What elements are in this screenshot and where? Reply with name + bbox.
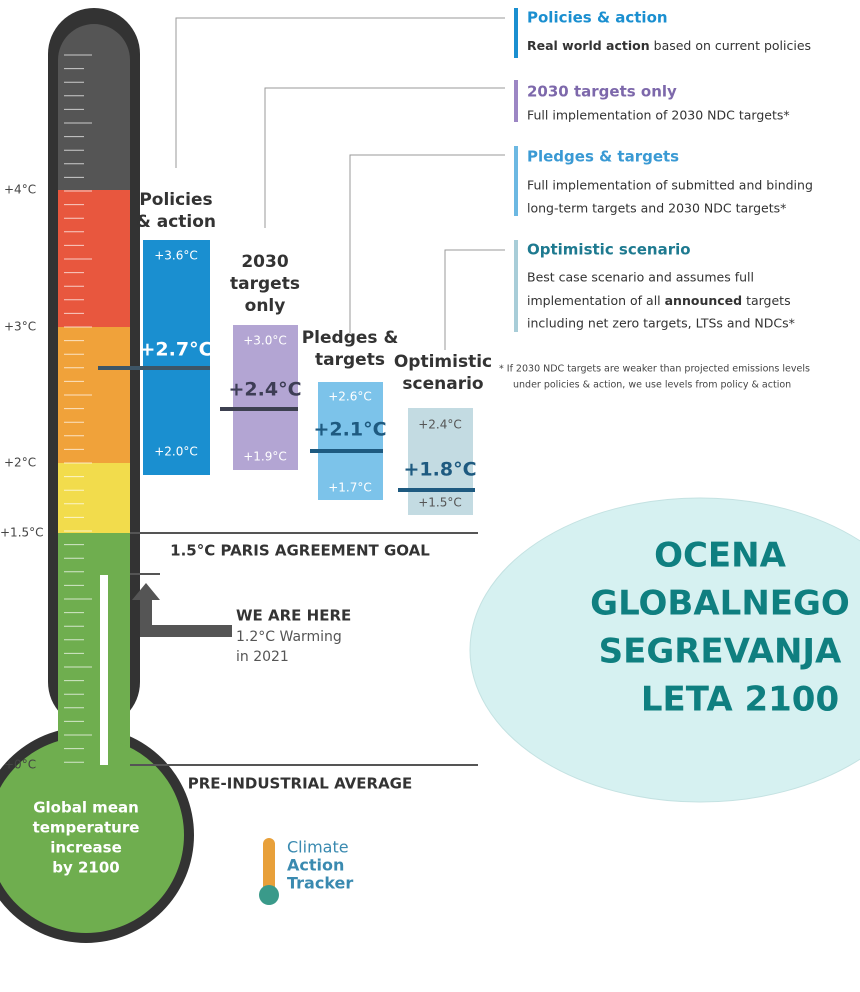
scenario-title: only xyxy=(245,296,286,316)
scale-label: +2°C xyxy=(4,456,36,470)
legend-marker xyxy=(514,240,518,332)
logo: Climate Action Tracker xyxy=(259,838,353,906)
goal-label: 1.5°C PARIS AGREEMENT GOAL xyxy=(170,542,430,560)
bulb-text: temperature xyxy=(33,819,140,837)
legend-desc: Real world action based on current polic… xyxy=(527,38,811,53)
logo-text: Climate xyxy=(287,838,349,857)
legend-title: Optimistic scenario xyxy=(527,241,691,259)
baseline-label: PRE-INDUSTRIAL AVERAGE xyxy=(188,775,413,793)
scenario-title: scenario xyxy=(402,374,483,394)
legend-desc: including net zero targets, LTSs and NDC… xyxy=(527,316,795,331)
scale-label: +4°C xyxy=(4,183,36,197)
footnote: * If 2030 NDC targets are weaker than pr… xyxy=(499,364,810,375)
range-mid: +2.1°C xyxy=(313,419,386,441)
scenario-title: 2030 xyxy=(241,252,288,272)
legend-desc: Full implementation of submitted and bin… xyxy=(527,178,813,193)
legend-desc-part: implementation of all xyxy=(527,293,665,308)
range-low: +1.5°C xyxy=(418,496,462,510)
bubble-text: OCENA xyxy=(654,536,787,576)
bulb-text: by 2100 xyxy=(52,859,120,877)
range-high: +2.6°C xyxy=(328,390,372,404)
mercury xyxy=(100,575,108,765)
here-text: in 2021 xyxy=(236,649,289,665)
scale-label: +3°C xyxy=(4,320,36,334)
segment-dark xyxy=(58,24,130,190)
legend-desc: Best case scenario and assumes full xyxy=(527,270,754,285)
logo-text: Action xyxy=(287,856,344,875)
leader-line xyxy=(265,88,505,228)
bulb-text: increase xyxy=(50,839,122,857)
range-high: +3.0°C xyxy=(243,334,287,348)
range-mid: +1.8°C xyxy=(403,459,476,481)
segment-yellow xyxy=(58,463,130,533)
footnote: under policies & action, we use levels f… xyxy=(513,380,791,391)
range-low: +1.9°C xyxy=(243,450,287,464)
scenario-title: targets xyxy=(230,274,300,294)
leader-line xyxy=(350,155,505,333)
legend-desc: implementation of all announced targets xyxy=(527,293,791,308)
scenario-title: Pledges & xyxy=(302,328,399,348)
legend-marker xyxy=(514,80,518,122)
legend-title: Policies & action xyxy=(527,9,668,27)
legend-desc-part: targets xyxy=(742,293,791,308)
scale-label: +0°C xyxy=(4,758,36,772)
scale-label: +1.5°C xyxy=(0,526,44,540)
bubble-text: GLOBALNEGO xyxy=(590,584,850,624)
leader-line xyxy=(176,18,505,168)
legend-title: 2030 targets only xyxy=(527,83,677,101)
leader-line xyxy=(445,250,505,350)
infographic: +4°C +3°C +2°C +1.5°C +0°C Global mean t… xyxy=(0,0,860,992)
bubble-text: LETA 2100 xyxy=(641,680,839,720)
range-low: +2.0°C xyxy=(154,445,198,459)
legend-marker xyxy=(514,8,518,58)
range-low: +1.7°C xyxy=(328,481,372,495)
scenario-title: & action xyxy=(136,212,216,232)
legend-desc-bold: Real world action xyxy=(527,38,650,53)
here-text: 1.2°C Warming xyxy=(236,629,342,645)
legend-desc: long-term targets and 2030 NDC targets* xyxy=(527,201,786,216)
legend-desc: Full implementation of 2030 NDC targets* xyxy=(527,108,790,123)
range-mid: +2.7°C xyxy=(139,339,212,361)
legend-desc-part: based on current policies xyxy=(650,38,811,53)
range-mid: +2.4°C xyxy=(228,379,301,401)
logo-icon xyxy=(259,885,279,905)
bulb-text: Global mean xyxy=(33,799,139,817)
logo-text: Tracker xyxy=(287,874,353,893)
legend-marker xyxy=(514,146,518,216)
here-arrow xyxy=(132,583,232,637)
bubble-text: SEGREVANJA xyxy=(599,632,842,672)
scenario-title: Policies xyxy=(139,190,212,210)
legend-desc-bold: announced xyxy=(665,293,742,308)
legend-title: Pledges & targets xyxy=(527,148,679,166)
range-high: +2.4°C xyxy=(418,418,462,432)
scenario-title: Optimistic xyxy=(394,352,492,372)
scenario-title: targets xyxy=(315,350,385,370)
range-high: +3.6°C xyxy=(154,249,198,263)
here-title: WE ARE HERE xyxy=(236,607,351,625)
